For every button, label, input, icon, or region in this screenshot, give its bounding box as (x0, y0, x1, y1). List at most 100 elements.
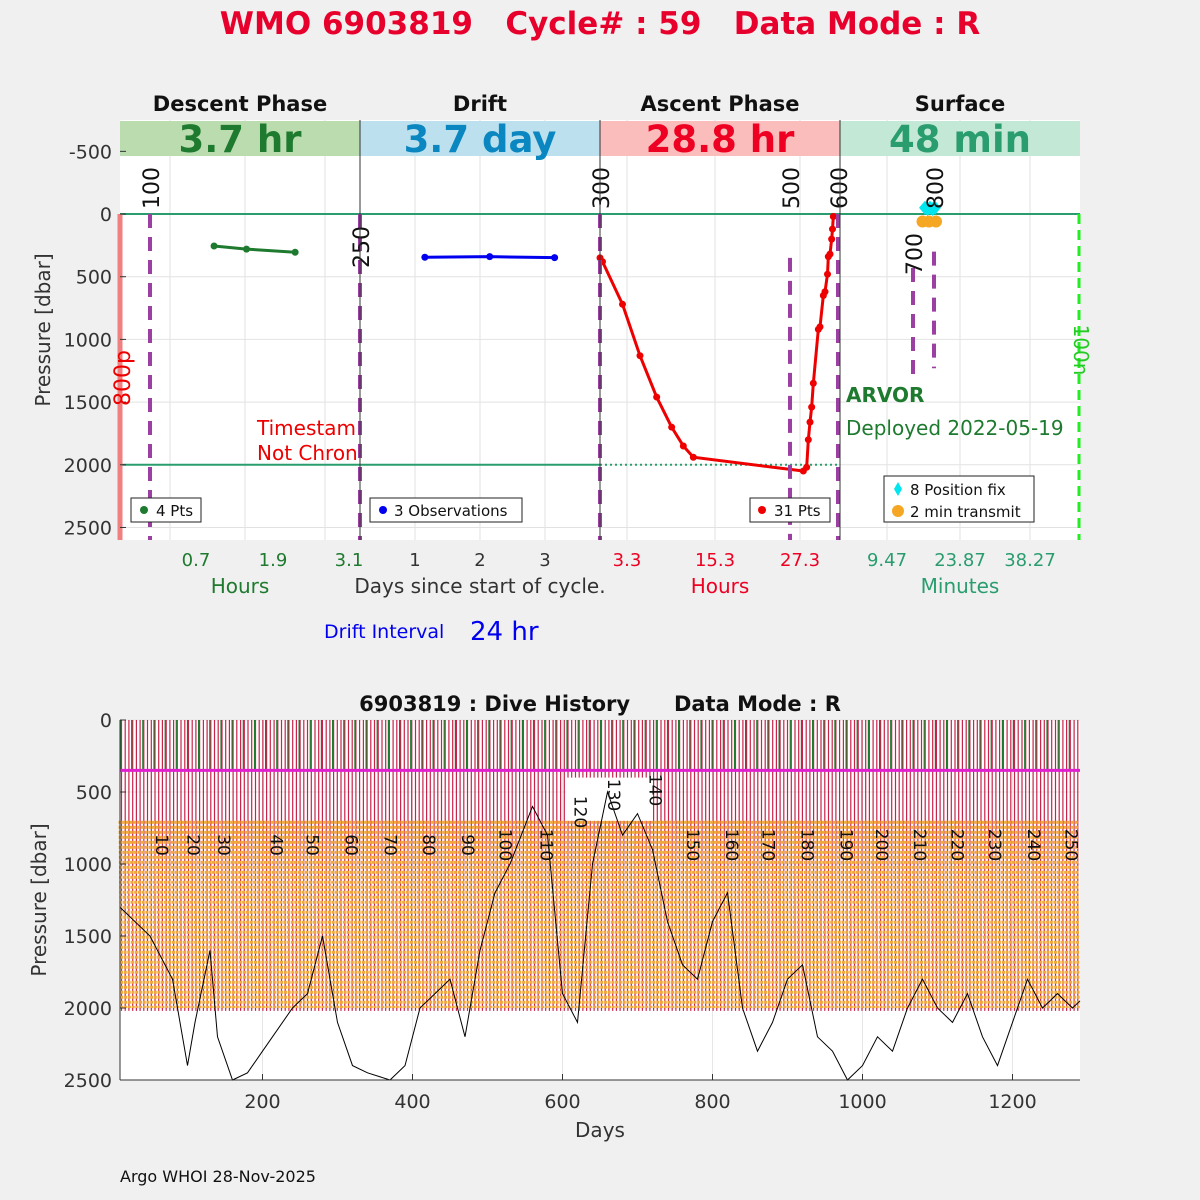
timestamp-note-line2: Not Chron (257, 441, 358, 465)
top-ytick-label: 1000 (64, 329, 112, 351)
top-ytick-label: 500 (76, 267, 112, 289)
cycle-number-label: 250 (1061, 829, 1081, 861)
phase-bar-0 (120, 121, 360, 156)
cycle-number-label: 180 (797, 829, 817, 861)
descent-legend: 4 Pts (130, 497, 202, 523)
cycle-number-label: 190 (836, 829, 856, 861)
phase-tick-label: 27.3 (780, 550, 820, 571)
top-series (210, 200, 942, 475)
bottom-xtick-label: 200 (244, 1091, 280, 1113)
cycle-marker-label: 100 (140, 167, 165, 209)
top-ytick-label: 2500 (64, 517, 112, 539)
drift-legend: 3 Observations (369, 497, 523, 523)
phase-axis-label: Hours (691, 574, 750, 598)
phase-duration-0: 3.7 hr (178, 118, 302, 161)
bottom-ytick-label: 1500 (64, 926, 112, 948)
phase-tick-label: 3 (539, 550, 550, 571)
bottom-ytick-label: 2500 (64, 1070, 112, 1092)
bathymetry-line (119, 790, 1081, 1081)
cycle-number-label: 60 (341, 834, 361, 856)
ascent-legend-text: 31 Pts (774, 502, 821, 520)
cycle-number-label: 200 (871, 829, 891, 861)
cycle-number-label: 20 (182, 834, 202, 856)
ascent-point (821, 288, 829, 296)
descent-legend-text: 4 Pts (156, 502, 193, 520)
cycle-number-label: 170 (758, 829, 778, 861)
ascent-point (679, 442, 687, 450)
descent-point (210, 242, 218, 250)
ascent-legend: 31 Pts (749, 497, 831, 523)
descent-point (291, 248, 299, 256)
bottom-x-axis-label: Days (575, 1118, 625, 1142)
drift-point (486, 253, 494, 261)
phase-x-axes: 0.7 1.9 3.1 Hours 1 2 3 Days since start of cyc… (182, 550, 1056, 598)
left-side-label: 800p (111, 350, 136, 406)
cycle-number-label: 80 (418, 834, 438, 856)
top-ytick-label: 0 (100, 204, 112, 226)
cycle-number-label: 10 (151, 834, 171, 856)
phase-tick-label: 9.47 (867, 550, 907, 571)
surface-legend: 8 Position fix 2 min transmit (883, 475, 1035, 523)
ascent-point (804, 436, 812, 444)
ascent-point (806, 418, 814, 426)
deployed-label: Deployed 2022-05-19 (846, 416, 1064, 440)
ascent-point (808, 403, 816, 411)
cycle-marker-label: 800 (924, 167, 949, 209)
cycle-number-label: 130 (603, 779, 623, 811)
cycle-marker-label: 300 (590, 167, 615, 209)
cycle-profile-panel: 3.7 hr 3.7 day 28.8 hr 48 min Descent Phase… (31, 92, 1093, 647)
cycle-number-label: 150 (682, 829, 702, 861)
dive-history-title: 6903819 : Dive History Data Mode : R (359, 692, 841, 716)
cycle-number-label: 230 (984, 829, 1004, 861)
footer-credit: Argo WHOI 28-Nov-2025 (120, 1167, 316, 1186)
top-ytick-label: 2000 (64, 455, 112, 477)
surface-transmit-point (930, 215, 942, 228)
top-axes: -500 0 500 1000 1500 2000 2500 (64, 120, 1081, 540)
cycle-number-label: 240 (1023, 829, 1043, 861)
phase-tick-label: 1.9 (259, 550, 288, 571)
surface-fix-point (929, 200, 941, 215)
drift-legend-text: 3 Observations (394, 502, 508, 520)
phase-title-2: Ascent Phase (641, 92, 800, 116)
phase-bar-2 (600, 121, 840, 156)
phase-bar-3 (840, 121, 1080, 156)
cycle-number-label: 210 (909, 829, 929, 861)
ascent-point (636, 352, 644, 360)
ascent-point (809, 379, 817, 387)
phase-header-bars: 3.7 hr 3.7 day 28.8 hr 48 min (120, 118, 1080, 161)
ascent-point (829, 213, 837, 221)
dive-history-panel: 6903819 : Dive History Data Mode : R 10 2… (27, 692, 1081, 1142)
phase-tick-label: 38.27 (1004, 550, 1056, 571)
float-model-label: ARVOR (846, 383, 924, 407)
drift-point (551, 254, 559, 262)
ascent-point (619, 300, 626, 308)
right-side-label: 100n (1069, 325, 1093, 376)
ascent-point (829, 225, 836, 233)
timestamp-note-line1: Timestam (256, 416, 356, 440)
phase-title-0: Descent Phase (153, 92, 327, 116)
cycle-number-label: 70 (380, 834, 400, 856)
phase-bar-1 (360, 121, 600, 156)
drift-interval-value: 24 hr (470, 617, 539, 647)
ascent-point (824, 270, 831, 278)
phase-axis-label: Hours (211, 574, 270, 598)
bottom-ytick-label: 2000 (64, 998, 112, 1020)
ascent-point (803, 463, 811, 471)
cycle-number-label: 30 (213, 834, 233, 856)
top-y-axis-label: Pressure [dbar] (31, 253, 55, 406)
phase-axis-label: Days since start of cycle. (354, 574, 605, 598)
ascent-point (689, 453, 697, 461)
phase-duration-2: 28.8 hr (646, 118, 796, 161)
label-gap (566, 777, 653, 821)
top-ytick-label: -500 (69, 141, 112, 163)
cycle-number-label: 220 (947, 829, 967, 861)
phase-tick-label: 23.87 (934, 550, 986, 571)
cycle-number-label: 40 (266, 834, 286, 856)
ascent-point (668, 423, 676, 431)
ascent-point (828, 235, 836, 243)
cycle-number-label: 160 (721, 829, 741, 861)
cycle-number-label: 90 (457, 834, 477, 856)
phase-duration-1: 3.7 day (404, 118, 557, 161)
dive-profiles (118, 720, 1080, 1011)
cycle-marker-label: 700 (903, 233, 928, 275)
